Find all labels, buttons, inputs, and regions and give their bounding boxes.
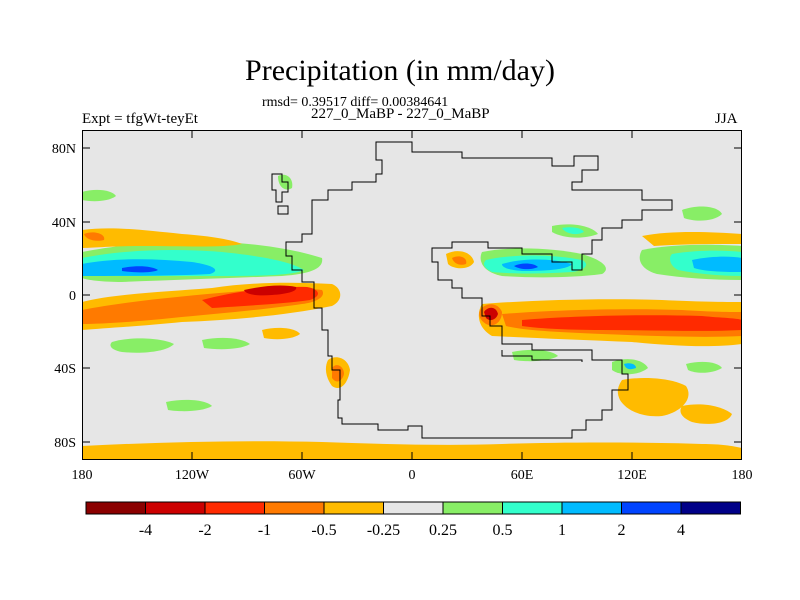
y-tick-label: 0 (69, 289, 76, 304)
colorbar-label: 0.5 (493, 522, 513, 539)
plot-title: Precipitation (in mm/day) (245, 54, 555, 87)
x-tick-label: 180 (732, 468, 753, 483)
contour-blob-pos-core (122, 266, 158, 273)
contour-blob-south-pos-5-core (624, 363, 636, 370)
experiment-label: Expt = tfgWt-teyEt (82, 111, 198, 127)
tethys-inner-outline (501, 350, 583, 362)
colorbar-label: -1 (258, 522, 271, 539)
colorbar-swatch (85, 501, 146, 515)
colorbar-swatch (204, 501, 265, 515)
x-tick-label: 60E (511, 468, 534, 483)
contour-blob-ne-strong (692, 256, 742, 272)
contour-blob-south-pos-2 (202, 337, 250, 350)
colorbar-label: 4 (677, 522, 685, 539)
x-ticks-marks (191, 130, 633, 460)
colorbar-swatch (621, 501, 682, 515)
contour-blob-tethys-core (514, 263, 538, 270)
colorbar-label: -0.5 (311, 522, 336, 539)
contour-blob-south-pos-4 (512, 349, 558, 362)
contour-blob-south-pos-1 (110, 338, 174, 353)
plot-stats: rmsd= 0.39517 diff= 0.00384641 (262, 95, 449, 110)
colorbar-swatch (502, 501, 563, 515)
contour-blob-north-pos-3 (682, 206, 722, 221)
colorbar-swatch (145, 501, 206, 515)
colorbar-label: 0.25 (429, 522, 457, 539)
y-tick-label: 80S (54, 436, 76, 451)
colorbar-swatch (442, 501, 503, 515)
x-tick-label: 0 (409, 468, 416, 483)
contour-blob-north-pos-1 (82, 189, 116, 202)
contour-blob-south-pos-3 (166, 399, 212, 412)
y-tick-label: 40S (54, 362, 76, 377)
x-tick-label: 120E (617, 468, 647, 483)
y-axis-labels: 80N 40N 0 40S 80S (52, 142, 76, 451)
precip-map (82, 130, 742, 460)
y-tick-label: 40N (52, 216, 76, 231)
contour-blob-sa-neg-core (332, 365, 344, 382)
x-tick-label: 60W (288, 468, 316, 483)
colorbar-label: -2 (198, 522, 211, 539)
contour-blob-tethys-neg-core (452, 256, 467, 265)
contour-blob-neg-core (244, 285, 297, 296)
contour-blob-south-neg-2 (680, 404, 732, 424)
colorbar-swatch (323, 501, 384, 515)
colorbar-swatch (561, 501, 622, 515)
x-axis-labels: 180 120W 60W 0 60E 120E 180 (72, 468, 753, 483)
contour-blob-tethys-pos-n-core (562, 227, 584, 235)
x-tick-label: 120W (175, 468, 210, 483)
north-island-outline (271, 173, 289, 203)
y-tick-label: 80N (52, 142, 76, 157)
contour-blob-stethys-core (702, 318, 734, 331)
contour-blob-south-neg-1 (617, 378, 689, 417)
contour-blob-dipole-core (484, 307, 498, 321)
colorbar-label: 2 (618, 522, 626, 539)
north-island-outline-2 (277, 205, 289, 215)
contour-blob-ne-neg (642, 232, 742, 246)
contour-blob-stethys-strong (522, 315, 742, 331)
colorbar-swatch (680, 501, 741, 515)
season-label: JJA (715, 111, 738, 127)
colorbar-label: -4 (139, 522, 152, 539)
case-label: 227_0_MaBP - 227_0_MaBP (311, 106, 490, 122)
contour-blob-neg-north (82, 228, 242, 248)
y-ticks-marks (82, 147, 742, 443)
continent-outline (285, 141, 673, 439)
x-tick-label: 180 (72, 468, 93, 483)
colorbar-swatch (383, 501, 444, 515)
colorbar-swatch (264, 501, 325, 515)
colorbar-label: -0.25 (367, 522, 400, 539)
contour-blob-south-neg-3 (262, 327, 300, 340)
contour-blob-neg-north-spot (84, 232, 105, 241)
colorbar-label: 1 (558, 522, 566, 539)
contour-blob-south-pos-6 (686, 361, 722, 373)
contour-blob-south-polar (82, 441, 742, 460)
colorbar: -4 -2 -1 -0.5 -0.25 0.25 0.5 1 2 4 (85, 501, 741, 539)
